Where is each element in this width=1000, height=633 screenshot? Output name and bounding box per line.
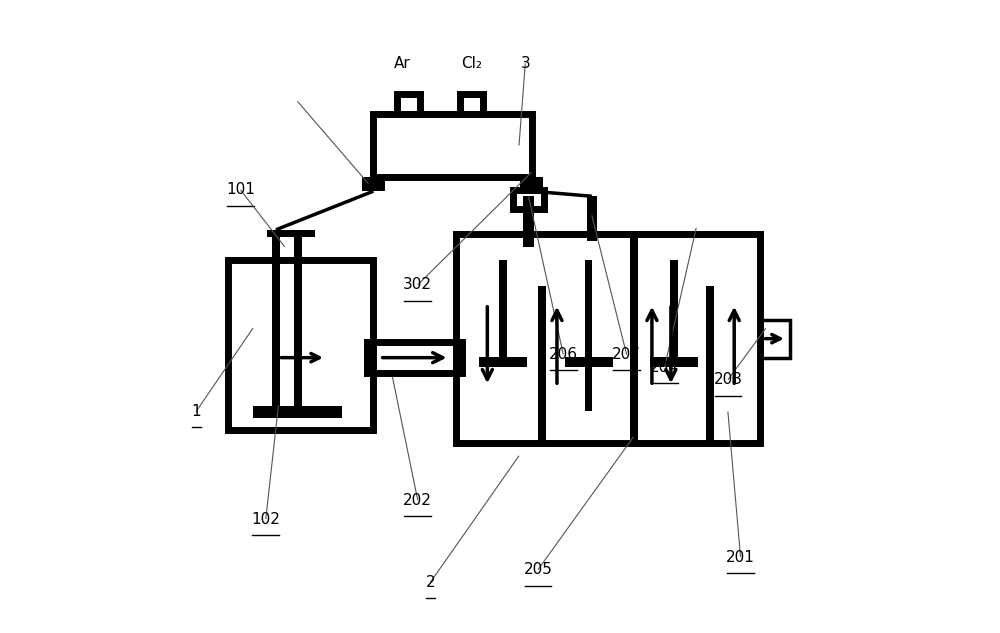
Text: 102: 102 xyxy=(251,511,280,527)
Bar xyxy=(267,230,315,237)
Text: 203: 203 xyxy=(713,372,742,387)
Text: 202: 202 xyxy=(403,492,432,508)
Bar xyxy=(362,177,385,191)
Bar xyxy=(585,260,592,411)
Bar xyxy=(499,260,507,367)
Bar xyxy=(294,234,302,266)
Bar xyxy=(520,177,543,191)
Bar xyxy=(479,357,527,367)
Text: 3: 3 xyxy=(520,56,530,71)
Bar xyxy=(272,253,280,418)
Bar xyxy=(294,253,302,418)
Bar xyxy=(367,342,462,373)
Bar xyxy=(460,94,483,114)
Bar xyxy=(253,406,342,418)
Bar xyxy=(706,286,714,443)
Text: Ar: Ar xyxy=(394,56,410,71)
Bar xyxy=(513,190,544,209)
Text: 201: 201 xyxy=(726,549,755,565)
Bar xyxy=(587,196,597,241)
Text: Cl₂: Cl₂ xyxy=(461,56,482,71)
Bar xyxy=(373,114,532,177)
Text: 205: 205 xyxy=(524,562,552,577)
Text: 206: 206 xyxy=(549,347,578,362)
Bar xyxy=(272,234,280,266)
Bar xyxy=(456,234,760,443)
Bar xyxy=(565,357,613,367)
Text: 204: 204 xyxy=(650,360,679,375)
Text: 101: 101 xyxy=(226,182,255,197)
Text: 207: 207 xyxy=(612,347,641,362)
Bar xyxy=(397,94,420,114)
Bar xyxy=(650,357,698,367)
Bar xyxy=(538,286,546,443)
Bar xyxy=(523,196,534,247)
Bar xyxy=(228,260,373,430)
Bar xyxy=(760,320,790,358)
Text: 2: 2 xyxy=(426,575,435,590)
Text: 1: 1 xyxy=(191,404,201,419)
Bar xyxy=(630,234,638,443)
Text: 302: 302 xyxy=(403,277,432,292)
Bar xyxy=(670,260,678,367)
